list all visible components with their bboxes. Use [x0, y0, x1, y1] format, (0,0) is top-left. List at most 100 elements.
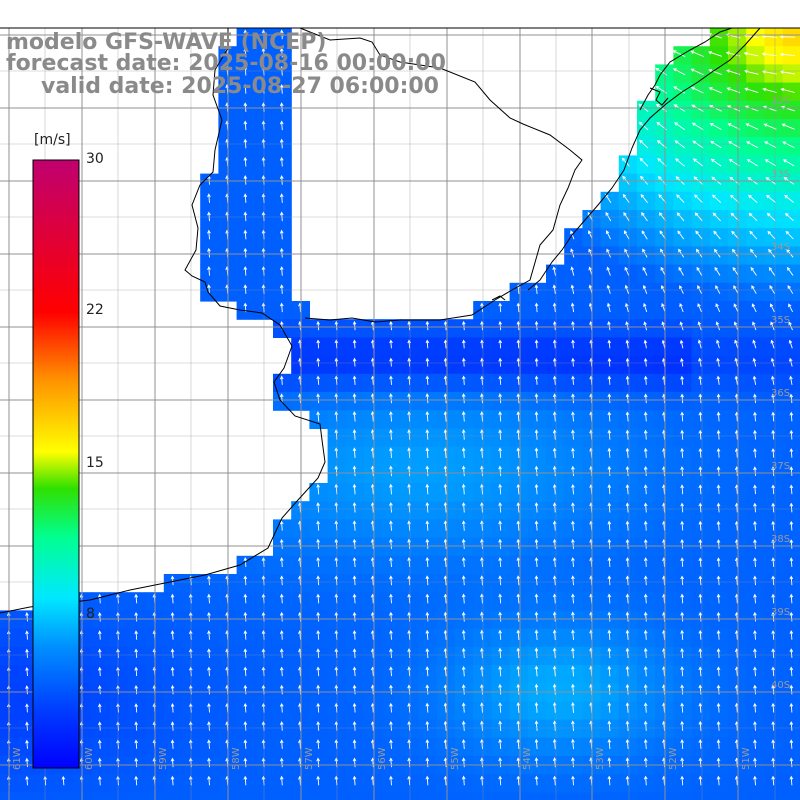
wind-arrow	[316, 739, 320, 749]
wind-cell	[637, 792, 656, 800]
wind-arrow	[698, 429, 703, 440]
wind-arrow	[607, 738, 612, 750]
wind-arrow	[443, 757, 448, 768]
wind-arrow	[316, 611, 320, 622]
wind-arrow	[97, 593, 102, 604]
wind-arrow	[534, 575, 539, 586]
latitude-label: 32S	[771, 96, 790, 107]
wind-arrow	[770, 321, 775, 331]
wind-arrow	[534, 320, 539, 331]
wind-arrow	[698, 520, 703, 531]
wind-arrow	[753, 721, 757, 731]
wind-arrow	[552, 683, 557, 695]
wind-arrow	[534, 339, 539, 349]
wind-arrow	[771, 411, 775, 422]
wind-arrow	[552, 320, 557, 331]
wind-arrow	[389, 320, 393, 331]
wind-arrow	[621, 157, 630, 167]
wind-cell	[782, 774, 800, 793]
wind-arrow	[425, 611, 430, 622]
wind-cell	[782, 519, 800, 539]
wind-arrow	[607, 520, 612, 531]
wind-arrow	[643, 411, 648, 422]
wind-arrow	[279, 557, 284, 568]
wind-arrow	[734, 375, 739, 385]
wind-arrow	[207, 775, 211, 786]
wind-arrow	[607, 775, 612, 786]
wind-arrow	[461, 375, 466, 385]
wind-arrow	[607, 575, 612, 586]
wind-arrow	[571, 593, 575, 604]
wind-arrow	[534, 502, 539, 513]
wind-arrow	[552, 538, 557, 549]
wind-arrow	[771, 557, 775, 567]
wind-arrow	[552, 483, 557, 495]
wind-arrow	[552, 593, 557, 604]
colorbar-unit: [m/s]	[34, 132, 71, 148]
wind-cell	[236, 792, 256, 800]
wind-arrow	[170, 611, 175, 622]
wind-arrow	[279, 593, 284, 604]
wind-arrow	[207, 266, 211, 276]
wind-arrow	[534, 284, 539, 294]
wind-arrow	[389, 557, 393, 568]
latitude-label: 35S	[771, 315, 790, 326]
wind-arrow	[552, 411, 557, 422]
wind-arrow	[680, 357, 684, 367]
wind-arrow	[134, 739, 138, 749]
wind-arrow	[243, 557, 248, 567]
wind-arrow	[498, 465, 502, 477]
wind-arrow	[516, 393, 521, 404]
wind-arrow	[571, 375, 575, 385]
wind-arrow	[552, 701, 557, 713]
wind-arrow	[716, 648, 721, 658]
wind-arrow	[779, 34, 796, 39]
wind-arrow	[625, 611, 630, 622]
wind-arrow	[425, 593, 430, 604]
wind-arrow	[425, 320, 430, 331]
wind-arrow	[461, 757, 466, 768]
wind-arrow	[625, 429, 630, 440]
wind-arrow	[750, 248, 758, 258]
wind-arrow	[752, 357, 757, 367]
wind-arrow	[771, 502, 775, 513]
wind-arrow	[732, 266, 739, 276]
wind-arrow	[534, 775, 539, 786]
wind-arrow	[207, 593, 211, 604]
wind-arrow	[781, 123, 795, 130]
wind-arrow	[698, 502, 703, 513]
wind-arrow	[643, 557, 648, 567]
wind-arrow	[753, 466, 757, 476]
longitude-label: 59W	[158, 747, 169, 770]
wind-arrow	[571, 701, 575, 713]
wind-arrow	[316, 630, 320, 640]
wind-arrow	[534, 683, 539, 695]
wind-cell	[782, 446, 800, 466]
wind-arrow	[679, 303, 684, 313]
wind-arrow	[570, 302, 575, 313]
longitude-label: 56W	[377, 747, 388, 770]
wind-arrow	[789, 539, 794, 549]
wind-arrow	[443, 320, 448, 331]
wind-arrow	[607, 393, 612, 404]
wind-arrow	[643, 757, 648, 768]
wind-arrow	[97, 703, 102, 713]
wind-arrow	[753, 757, 757, 768]
wind-arrow	[625, 775, 630, 786]
wind-arrow	[461, 775, 466, 786]
wind-arrow	[316, 684, 320, 695]
wind-arrow	[624, 266, 630, 276]
wind-cell	[364, 792, 383, 800]
wind-arrow	[461, 720, 466, 731]
wind-arrow	[516, 447, 521, 458]
wind-arrow	[716, 357, 720, 367]
wind-arrow	[134, 757, 138, 768]
wind-arrow	[690, 86, 704, 94]
wind-arrow	[733, 303, 739, 313]
wind-arrow	[643, 720, 648, 731]
wind-cell	[782, 555, 800, 575]
wind-arrow	[770, 357, 775, 367]
wind-arrow	[789, 648, 794, 658]
wind-arrow	[698, 447, 703, 458]
wind-arrow	[316, 483, 320, 495]
